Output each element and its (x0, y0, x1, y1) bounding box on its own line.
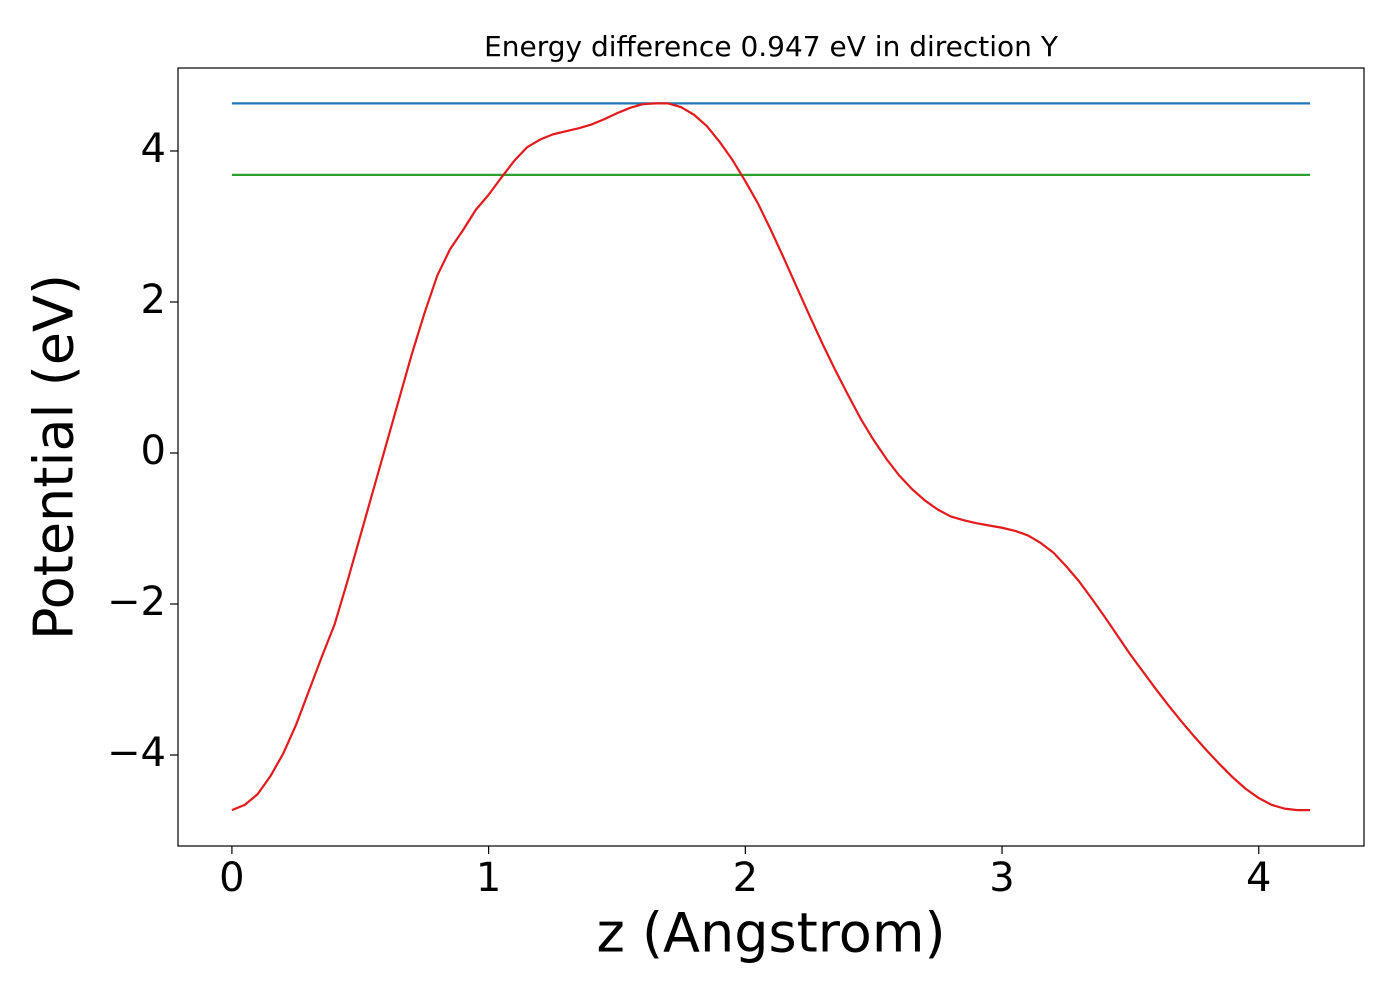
x-tick-label: 2 (733, 855, 758, 901)
chart-title: Energy difference 0.947 eV in direction … (484, 30, 1059, 63)
x-axis-label: z (Angstrom) (596, 902, 945, 965)
plot-frame (177, 67, 1365, 847)
x-tick-label: 1 (476, 855, 501, 901)
y-tick-label: 2 (141, 277, 166, 323)
y-tick-label: −2 (107, 579, 166, 625)
y-tick-label: 0 (141, 428, 166, 474)
y-tick-label: 4 (141, 126, 166, 172)
y-axis-label: Potential (eV) (23, 274, 86, 640)
series-line (231, 102, 1311, 812)
x-tick-label: 0 (219, 855, 244, 901)
y-tick-label: −4 (107, 730, 166, 776)
x-tick-label: 4 (1246, 855, 1271, 901)
x-tick-label: 3 (989, 855, 1014, 901)
